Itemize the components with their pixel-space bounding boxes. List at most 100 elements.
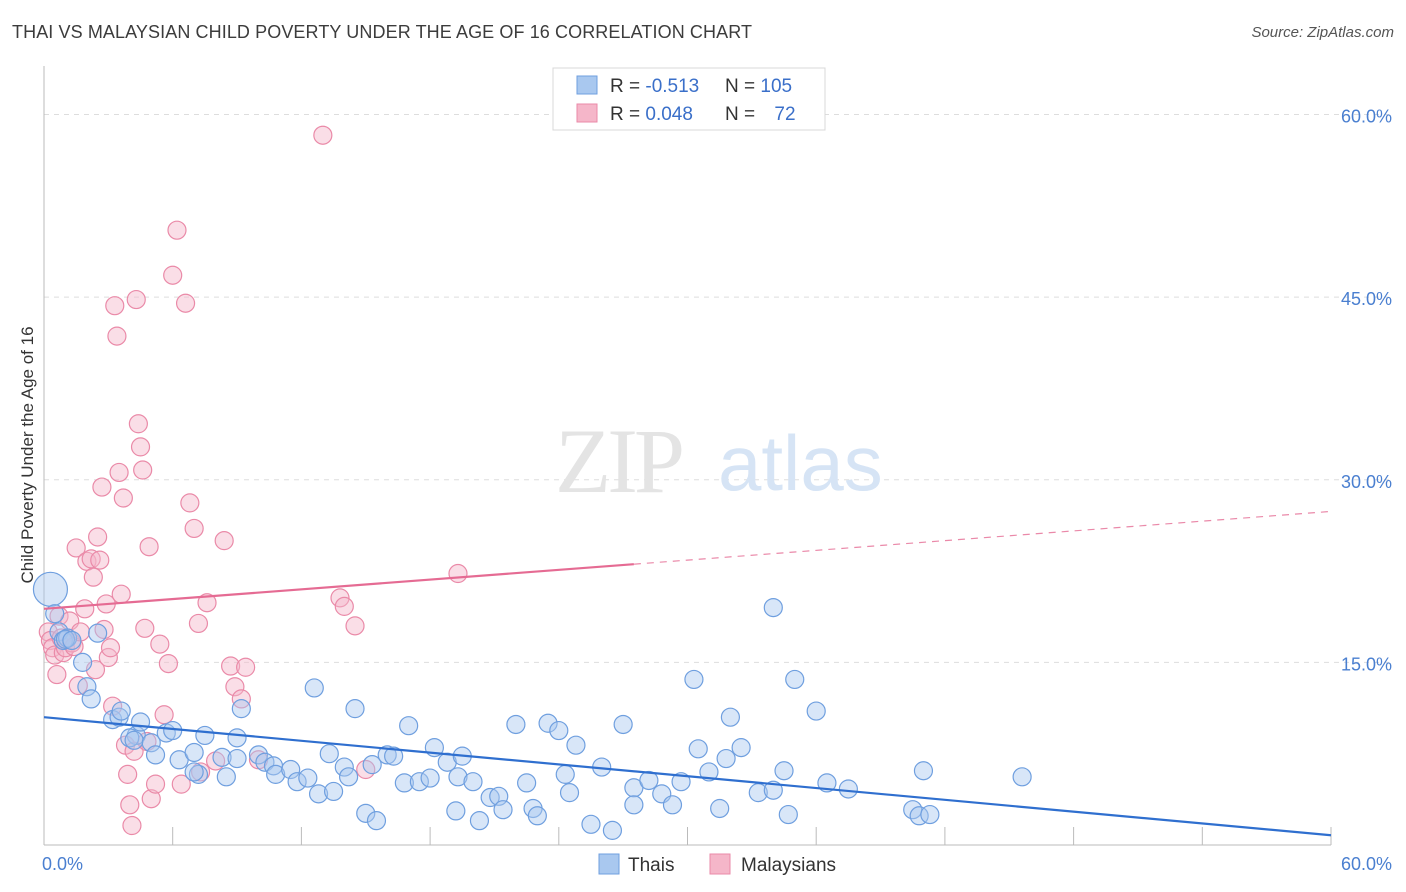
x-tick-label: 0.0% [42, 854, 83, 874]
bottom-swatch-thais [598, 853, 620, 875]
thai-point [304, 678, 324, 698]
thai-point [774, 761, 794, 781]
legend-n-label-thais: N = [725, 76, 760, 97]
malaysian-point [145, 774, 166, 794]
malaysian-point [83, 567, 103, 587]
malaysian-point [118, 764, 138, 784]
thai-point [446, 801, 466, 821]
y-tick-label: 45.0% [1341, 289, 1392, 309]
svg-text:N = 105: N = 105 [725, 76, 792, 97]
malaysian-point [236, 657, 256, 677]
malaysians-trend-extension [633, 510, 1332, 565]
thai-point [699, 762, 719, 782]
thai-point [319, 744, 339, 764]
y-axis-label: Child Poverty Under the Age of 16 [18, 326, 37, 583]
thai-point [195, 725, 215, 746]
thai-point [506, 714, 526, 735]
thai-point [559, 783, 580, 803]
malaysian-point [94, 619, 114, 640]
thai-point [184, 762, 204, 782]
legend-swatch-thais [576, 75, 598, 95]
malaysian-point [345, 616, 365, 636]
thai-point [763, 780, 783, 800]
malaysian-point [109, 462, 129, 483]
malaysian-point [47, 664, 67, 685]
y-tick-label: 15.0% [1341, 654, 1392, 674]
thai-point [141, 733, 161, 753]
thais-series [32, 571, 1032, 840]
malaysian-point [154, 705, 174, 725]
axes [43, 66, 1332, 846]
malaysian-point [120, 795, 140, 815]
thai-point [778, 804, 798, 825]
malaysian-point [448, 563, 468, 584]
malaysian-point [206, 751, 226, 771]
malaysian-point [135, 618, 155, 638]
thai-point [227, 728, 247, 748]
legend-n-value-thais: 105 [760, 76, 792, 97]
thai-point [549, 720, 569, 741]
x-tick-label: 60.0% [1341, 854, 1392, 874]
thai-point [710, 798, 730, 819]
thai-point [366, 811, 387, 831]
thai-point [227, 748, 247, 769]
thai-point [77, 677, 97, 697]
thai-point [493, 800, 513, 820]
malaysian-point [141, 789, 161, 809]
thai-point [184, 742, 204, 763]
thai-point [130, 712, 151, 732]
thai-point [287, 772, 307, 792]
thai-point [613, 714, 633, 735]
tick-labels: 15.0% 30.0% 45.0% 60.0% 0.0% 60.0% [42, 107, 1392, 874]
malaysian-point [128, 414, 148, 434]
malaysian-point [313, 125, 333, 145]
thais-trend-line [43, 716, 1332, 837]
chart-title: THAI VS MALAYSIAN CHILD POVERTY UNDER TH… [12, 22, 753, 42]
y-tick-label: 30.0% [1341, 472, 1392, 492]
thai-point [334, 757, 354, 777]
thai-point [384, 746, 404, 766]
thai-point [248, 745, 269, 765]
thai-point [731, 738, 751, 758]
thai-point [212, 747, 232, 767]
thai-point [409, 772, 429, 792]
thai-point [266, 764, 286, 784]
thai-point [338, 767, 359, 787]
legend-n-value-malaysians: 72 [774, 104, 795, 125]
malaysian-point [133, 460, 153, 480]
chart-source: Source: ZipAtlas.com [1251, 24, 1394, 41]
grid-lines [44, 114, 1391, 663]
thai-point [684, 669, 704, 690]
malaysian-point [105, 296, 125, 316]
thai-point [55, 629, 76, 649]
malaysian-point [66, 538, 86, 558]
thai-point [817, 773, 837, 793]
malaysian-point [190, 762, 211, 782]
thai-point [323, 781, 344, 802]
watermark-atlas: atlas [718, 419, 883, 507]
legend-r-value-malaysians: 0.048 [645, 104, 693, 125]
thai-point [920, 804, 940, 825]
thai-point [399, 716, 419, 736]
malaysian-point [163, 265, 183, 285]
thai-point [624, 795, 644, 815]
svg-text:N = 72: N = 72 [725, 104, 796, 125]
malaysian-point [139, 537, 159, 557]
malaysian-point [225, 677, 245, 697]
thai-point [111, 701, 131, 721]
thai-point [394, 773, 414, 793]
malaysian-point [88, 527, 108, 547]
thai-point [308, 784, 329, 804]
thai-point [639, 770, 659, 791]
malaysian-point [214, 531, 234, 551]
malaysian-point [126, 289, 146, 310]
thai-point [469, 811, 490, 831]
svg-text:R = 0.048: R = 0.048 [610, 104, 693, 125]
thai-point [298, 768, 318, 788]
malaysian-point [100, 638, 121, 658]
malaysian-point [231, 689, 251, 709]
malaysian-point [111, 584, 131, 604]
malaysian-point [175, 293, 196, 313]
trend-lines [43, 510, 1332, 837]
